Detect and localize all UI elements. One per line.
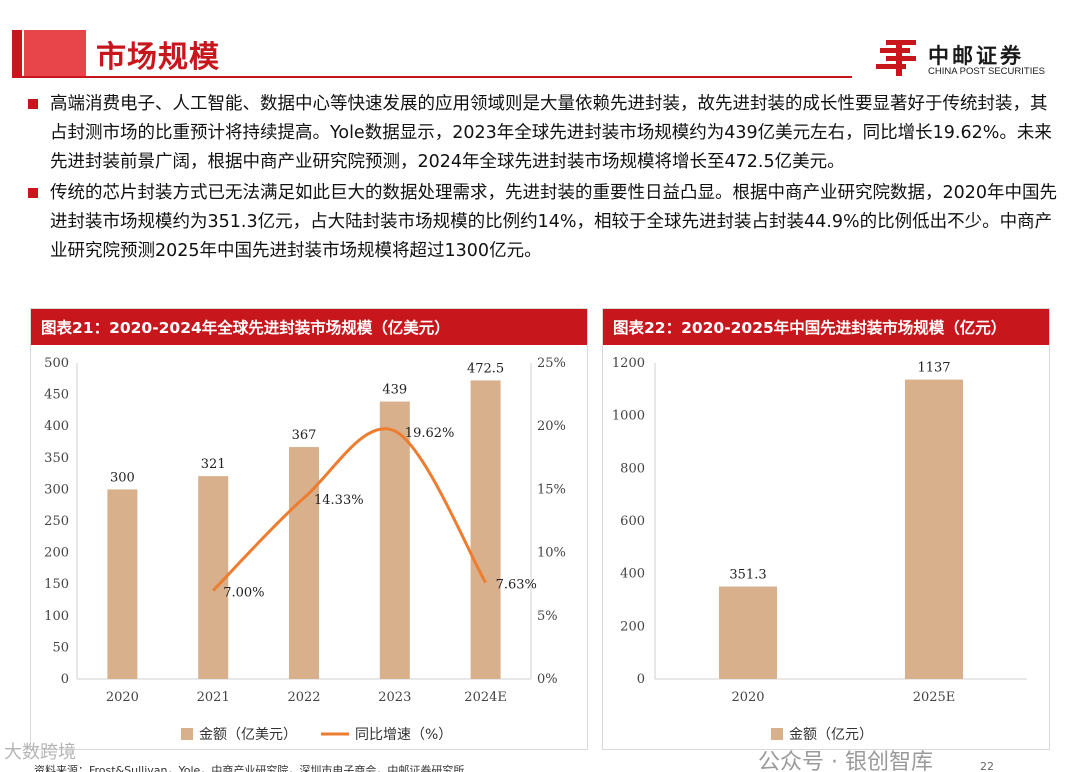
y-tick-label: 200	[44, 546, 69, 561]
y2-tick-label: 15%	[537, 482, 566, 497]
title-accent-block	[24, 30, 86, 76]
legend-label: 金额（亿元）	[789, 727, 873, 743]
y-tick-label: 50	[52, 640, 69, 655]
bullet-text: 高端消费电子、人工智能、数据中心等快速发展的应用领域则是大量依赖先进封装，故先进…	[50, 94, 1052, 172]
bar	[905, 379, 963, 679]
y-tick-label: 400	[44, 419, 69, 434]
chart-china-advanced-packaging: 0 200 400 600 800 1000 1200 351.3 2020 1137 2025E 金…	[612, 356, 1027, 743]
chart-panel-china: 图表22：2020-2025年中国先进封装市场规模（亿元） 0 200 400 600…	[602, 308, 1050, 750]
y-tick-label: 0	[637, 672, 645, 687]
bullet-text: 传统的芯片封装方式已无法满足如此巨大的数据处理需求，先进封装的重要性日益凸显。根…	[50, 183, 1058, 261]
bar	[198, 476, 229, 679]
y2-tick-label: 10%	[537, 546, 566, 561]
y-tick-label: 450	[44, 388, 69, 403]
y-tick-label: 250	[44, 514, 69, 529]
bar-value-label: 300	[110, 470, 135, 485]
bar	[379, 401, 410, 679]
bar	[719, 586, 777, 679]
bar	[289, 447, 319, 679]
china-post-logo-icon	[876, 40, 916, 76]
bar-value-label: 321	[201, 457, 226, 472]
page-title: 市场规模	[96, 40, 220, 75]
watermark-right: 公众号 · 银创智库	[758, 750, 933, 772]
bar-value-label: 472.5	[467, 361, 504, 376]
title-divider	[12, 76, 852, 78]
company-logo: 中邮证券 CHINA POST SECURITIES	[876, 38, 1066, 82]
y-tick-label: 600	[620, 514, 645, 529]
bullet-square-icon	[28, 99, 38, 109]
x-tick-label: 2020	[106, 690, 139, 705]
y2-tick-label: 5%	[537, 609, 558, 624]
bar	[470, 380, 501, 679]
bar-value-label: 439	[382, 383, 407, 398]
y-tick-label: 1200	[612, 356, 645, 371]
bar-value-label: 1137	[917, 361, 950, 376]
page-number: 22	[980, 760, 994, 772]
bullet-square-icon	[28, 188, 38, 198]
x-tick-label: 2024E	[464, 690, 507, 705]
y-tick-label: 200	[620, 619, 645, 634]
y-tick-label: 0	[61, 672, 69, 687]
legend-label: 金额（亿美元）	[199, 727, 297, 743]
source-note: 资料来源：Frost&Sullivan，Yole，中商产业研究院，深圳市电子商会…	[34, 764, 465, 772]
x-tick-label: 2020	[731, 690, 764, 705]
line-value-label: 14.33%	[314, 493, 364, 508]
logo-chinese-name: 中邮证券	[928, 44, 1024, 68]
bar-value-label: 351.3	[729, 567, 766, 582]
y-tick-label: 300	[44, 482, 69, 497]
y-tick-label: 500	[44, 356, 69, 371]
bar-value-label: 367	[292, 428, 317, 443]
x-tick-label: 2025E	[913, 690, 956, 705]
watermark-left: 大数跨境	[4, 742, 76, 763]
line-value-label: 19.62%	[405, 426, 455, 441]
bullet-list: 高端消费电子、人工智能、数据中心等快速发展的应用领域则是大量依赖先进封装，故先进…	[28, 90, 1060, 268]
y-tick-label: 350	[44, 451, 69, 466]
chart-title: 图表21：2020-2024年全球先进封装市场规模（亿美元）	[41, 319, 450, 337]
y-tick-label: 400	[620, 567, 645, 582]
legend-swatch-bar	[181, 728, 193, 740]
x-tick-label: 2021	[197, 690, 230, 705]
legend-label: 同比增速（%）	[355, 727, 452, 743]
bullet-item: 高端消费电子、人工智能、数据中心等快速发展的应用领域则是大量依赖先进封装，故先进…	[28, 90, 1060, 177]
chart-header: 图表21：2020-2024年全球先进封装市场规模（亿美元）	[31, 309, 587, 345]
chart-title: 图表22：2020-2025年中国先进封装市场规模（亿元）	[613, 319, 1007, 337]
x-tick-label: 2022	[287, 690, 320, 705]
chart-panel-global: 图表21：2020-2024年全球先进封装市场规模（亿美元） 0 50 100 150…	[30, 308, 588, 750]
y-tick-label: 800	[620, 461, 645, 476]
y-tick-label: 150	[44, 577, 69, 592]
chart-global-advanced-packaging: 0 50 100 150 200 250 300 350 400 450 500 0% 5% 10% 15%…	[44, 356, 566, 743]
title-accent-bar	[12, 30, 22, 76]
y2-tick-label: 20%	[537, 419, 566, 434]
y-tick-label: 1000	[612, 409, 645, 424]
bar	[107, 489, 138, 679]
growth-rate-line	[212, 427, 487, 592]
chart-header: 图表22：2020-2025年中国先进封装市场规模（亿元）	[603, 309, 1049, 345]
y2-tick-label: 25%	[537, 356, 566, 371]
logo-english-name: CHINA POST SECURITIES	[928, 66, 1046, 77]
y-tick-label: 100	[44, 609, 69, 624]
legend-swatch-bar	[771, 728, 783, 740]
x-tick-label: 2023	[378, 690, 411, 705]
bullet-item: 传统的芯片封装方式已无法满足如此巨大的数据处理需求，先进封装的重要性日益凸显。根…	[28, 179, 1060, 266]
line-value-label: 7.63%	[496, 578, 537, 593]
y2-tick-label: 0%	[537, 672, 558, 687]
line-value-label: 7.00%	[223, 586, 264, 601]
